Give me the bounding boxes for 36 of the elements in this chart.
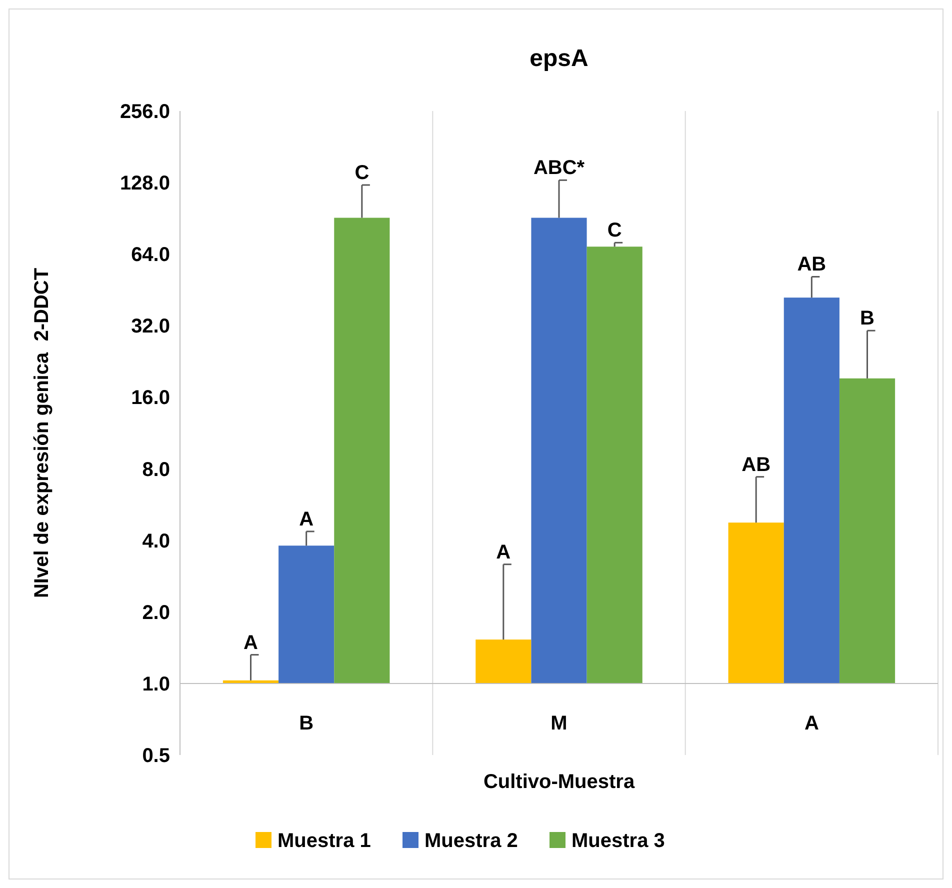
y-tick-label: 0.5	[142, 745, 170, 767]
x-tick-label: M	[550, 712, 568, 734]
y-tick-label: 256.0	[120, 101, 170, 123]
bar	[839, 378, 896, 684]
y-tick-label: 128.0	[120, 172, 170, 195]
bar	[531, 218, 587, 684]
chart-title: epsA	[530, 45, 588, 72]
annotation: ABC*	[533, 157, 585, 180]
y-tick-label: 64.0	[131, 244, 170, 266]
bar	[784, 298, 840, 684]
annotation: AB	[742, 454, 771, 476]
legend-label: Muestra 3	[572, 830, 665, 852]
legend-label: Muestra 2	[424, 830, 518, 852]
y-tick-label: 4.0	[142, 530, 170, 552]
annotation: A	[244, 632, 258, 654]
annotation: AB	[797, 254, 826, 276]
annotation: C	[607, 220, 622, 242]
y-axis-title: NIvel de expresión genica 2-DDCT	[31, 268, 53, 598]
y-tick-label: 2.0	[142, 602, 170, 624]
legend-label: Muestra 1	[278, 830, 371, 852]
bar	[586, 246, 642, 684]
annotation: C	[354, 162, 370, 184]
y-tick-label: 16.0	[131, 387, 170, 410]
annotation: A	[299, 508, 314, 530]
bar	[334, 218, 390, 684]
bar	[728, 522, 784, 684]
bar	[476, 640, 532, 684]
annotation: A	[496, 541, 511, 564]
bar	[278, 546, 334, 684]
y-tick-label: 32.0	[131, 316, 170, 338]
y-tick-label: 8.0	[142, 458, 170, 481]
x-tick-label: A	[804, 712, 819, 734]
x-axis-title: Cultivo-Muestra	[483, 771, 636, 793]
y-tick-label: 1.0	[142, 673, 170, 696]
x-tick-label: B	[299, 712, 314, 734]
annotation: B	[860, 308, 874, 330]
